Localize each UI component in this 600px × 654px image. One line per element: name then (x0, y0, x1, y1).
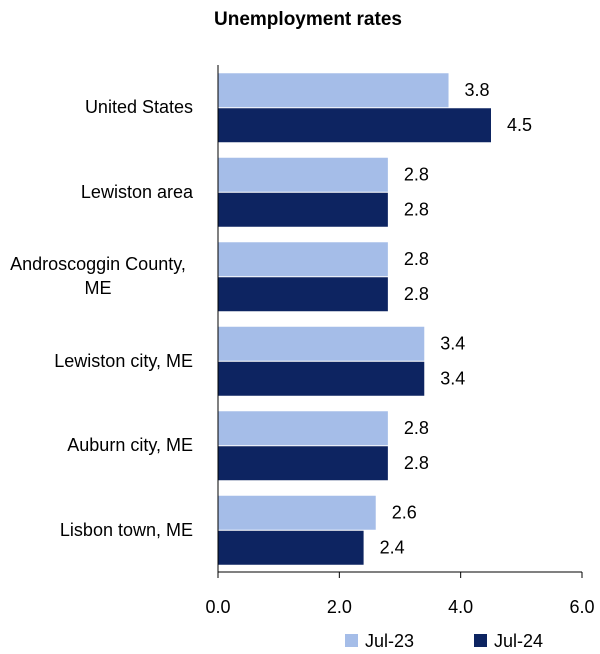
bar (218, 108, 491, 143)
y-tick-label: Androscoggin County, ME (10, 254, 186, 299)
y-tick-label: Lewiston city, ME (54, 350, 193, 371)
x-tick-label: 0.0 (205, 597, 230, 617)
value-label: 2.8 (404, 284, 429, 304)
bar (218, 446, 388, 481)
x-tick-label: 2.0 (327, 597, 352, 617)
bar (218, 411, 388, 446)
legend-label: Jul-23 (365, 631, 414, 651)
y-tick-label: Auburn city, ME (67, 435, 193, 456)
y-tick-label: United States (84, 97, 193, 118)
value-label: 2.6 (392, 503, 417, 523)
value-label: 2.8 (404, 200, 429, 220)
legend-label: Jul-24 (494, 631, 543, 651)
bar (218, 277, 388, 312)
bar (218, 157, 388, 192)
chart-title: Unemployment rates (214, 9, 402, 30)
x-tick-label: 6.0 (569, 597, 594, 617)
y-tick-label: Lisbon town, ME (59, 519, 193, 540)
value-label: 3.4 (440, 334, 465, 354)
value-label: 2.4 (380, 538, 405, 558)
value-label: 4.5 (507, 115, 532, 135)
x-tick-label: 4.0 (448, 597, 473, 617)
y-tick-label: Lewiston area (80, 181, 193, 202)
bar (218, 530, 364, 565)
bar (218, 326, 425, 361)
value-label: 2.8 (404, 165, 429, 185)
value-label: 2.8 (404, 249, 429, 269)
legend-swatch (474, 634, 487, 647)
bar (218, 242, 388, 277)
value-label: 2.8 (404, 453, 429, 473)
bar (218, 73, 449, 108)
value-label: 3.8 (465, 80, 490, 100)
value-label: 2.8 (404, 418, 429, 438)
bar (218, 192, 388, 227)
bar (218, 361, 425, 396)
legend-swatch (345, 634, 358, 647)
bar (218, 495, 376, 530)
value-label: 3.4 (440, 369, 465, 389)
